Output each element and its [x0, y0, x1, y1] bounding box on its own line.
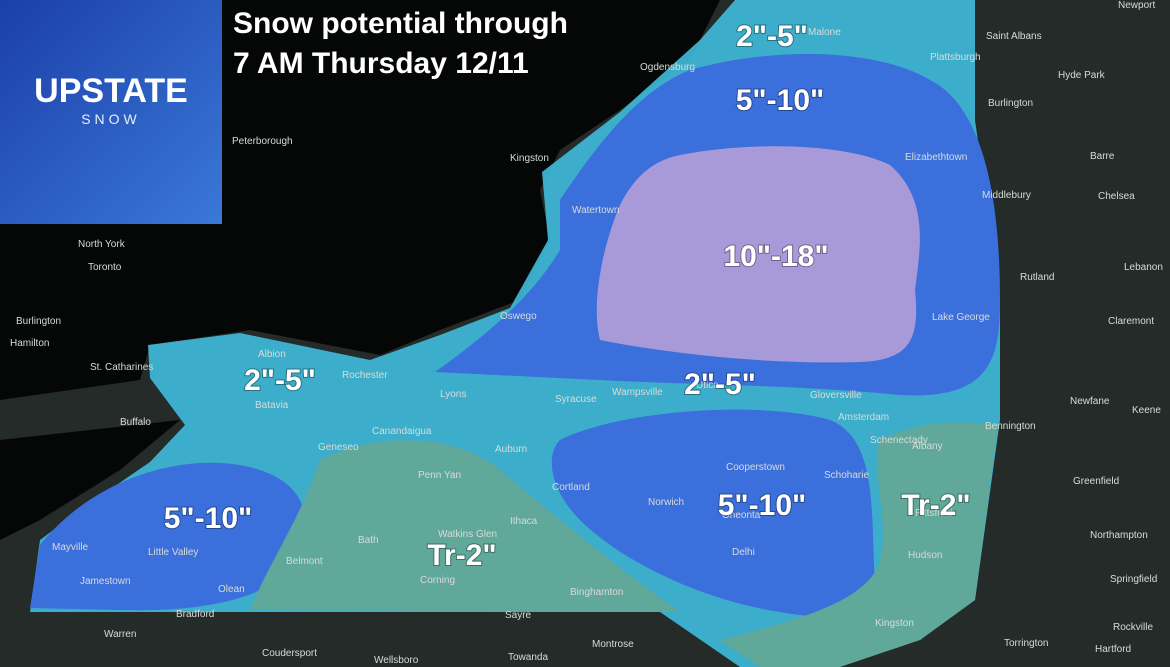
zone-southern-tier-tr-2	[250, 440, 680, 612]
place-label: Bennington	[985, 421, 1036, 432]
place-label: Cooperstown	[726, 462, 785, 473]
place-label: Penn Yan	[418, 470, 461, 481]
place-label: Corning	[420, 575, 455, 586]
place-label: Olean	[218, 584, 245, 595]
place-label: Lyons	[440, 389, 466, 400]
place-label: Belmont	[286, 556, 323, 567]
place-label: Barre	[1090, 151, 1115, 162]
place-label: Bradford	[176, 609, 214, 620]
zone-label: Tr-2"	[901, 489, 970, 522]
place-label: Lake George	[932, 312, 990, 323]
place-label: Towanda	[508, 652, 548, 663]
zone-east-5-10	[551, 409, 876, 617]
place-label: Newport	[1118, 0, 1155, 11]
place-label: Albion	[258, 349, 286, 360]
place-label: Auburn	[495, 444, 527, 455]
place-label: Malone	[808, 27, 841, 38]
place-label: Kingston	[875, 618, 914, 629]
place-label: Hudson	[908, 550, 942, 561]
zone-label: 2"-5"	[244, 364, 316, 397]
place-label: Ithaca	[510, 516, 538, 527]
place-label: Keene	[1132, 405, 1161, 416]
place-label: Bath	[358, 535, 379, 546]
place-label: North York	[78, 239, 126, 250]
zone-label: Tr-2"	[427, 539, 496, 572]
place-label: Oneonta	[722, 510, 761, 521]
place-label: Coudersport	[262, 648, 317, 659]
place-label: Delhi	[732, 547, 755, 558]
place-label: Greenfield	[1073, 476, 1119, 487]
place-label: Batavia	[255, 400, 289, 411]
place-label: Claremont	[1108, 316, 1154, 327]
place-label: Pittsfield	[915, 508, 953, 519]
place-label: Gloversville	[810, 390, 862, 401]
place-label: Oswego	[500, 311, 537, 322]
zone-label: 10"-18"	[723, 240, 828, 273]
logo: UPSTATE SNOW	[0, 0, 222, 224]
place-label: Warren	[104, 629, 136, 640]
place-label: Amsterdam	[838, 412, 889, 423]
logo-background	[0, 0, 222, 224]
place-label: Peterborough	[232, 136, 293, 147]
place-label: Buffalo	[120, 417, 151, 428]
place-label: Utica	[696, 380, 719, 391]
place-label: Chelsea	[1098, 191, 1135, 202]
place-label: Newfane	[1070, 396, 1110, 407]
place-label: Watkins Glen	[438, 529, 497, 540]
place-label: Canandaigua	[372, 426, 432, 437]
place-label: Norwich	[648, 497, 684, 508]
zone-label: 5"-10"	[164, 502, 253, 535]
place-label: Geneseo	[318, 442, 359, 453]
place-label: Montrose	[592, 639, 634, 650]
place-label: Lebanon	[1124, 262, 1163, 273]
zone-10-18	[596, 146, 920, 363]
place-label: Wellsboro	[374, 655, 419, 666]
place-label: Wampsville	[612, 387, 663, 398]
title-line: 7 AM Thursday 12/11	[233, 47, 529, 80]
place-label: Sayre	[505, 610, 532, 621]
logo-tagline: SNOW	[81, 111, 141, 127]
place-label: Kingston	[510, 153, 549, 164]
place-label: Rockville	[1113, 622, 1153, 633]
zone-label: 5"-10"	[736, 84, 825, 117]
place-label: St. Catharines	[90, 362, 153, 373]
title-line: Snow potential through	[233, 7, 568, 40]
place-label: Schenectady	[870, 435, 928, 446]
place-label: Northampton	[1090, 530, 1148, 541]
place-label: Springfield	[1110, 574, 1157, 585]
place-label: Rutland	[1020, 272, 1054, 283]
lake-erie	[0, 420, 180, 540]
place-label: Watertown	[572, 205, 619, 216]
place-label: Hamilton	[10, 338, 49, 349]
place-label: Middlebury	[982, 190, 1031, 201]
zone-label: 2"-5"	[736, 20, 808, 53]
place-label: Binghamton	[570, 587, 623, 598]
place-label: Toronto	[88, 262, 122, 273]
place-label: Rochester	[342, 370, 388, 381]
zone-label: 2"-5"	[684, 368, 756, 401]
zone-labels: 2"-5" 5"-10" 10"-18" 2"-5" 2"-5" 5"-10" 5"-10"…	[163, 19, 972, 573]
place-labels: Newport Saint Albans Malone Plattsburgh Hyde…	[10, 0, 1163, 666]
place-label: Albany	[912, 441, 943, 452]
place-label: Torrington	[1004, 638, 1048, 649]
place-label: Mayville	[52, 542, 89, 553]
place-label: Hyde Park	[1058, 70, 1106, 81]
zone-label: 5"-10"	[718, 489, 807, 522]
place-label: Elizabethtown	[905, 152, 967, 163]
logo-name: UPSTATE	[34, 72, 188, 110]
place-label: Saint Albans	[986, 31, 1042, 42]
place-label: Little Valley	[148, 547, 198, 558]
place-label: Schoharie	[824, 470, 869, 481]
place-label: Jamestown	[80, 576, 131, 587]
place-label: Plattsburgh	[930, 52, 981, 63]
zone-west-5-10	[30, 462, 306, 611]
place-label: Burlington	[988, 98, 1033, 109]
place-label: Cortland	[552, 482, 590, 493]
place-label: Ogdensburg	[640, 62, 695, 73]
place-label: Syracuse	[555, 394, 597, 405]
place-label: Hartford	[1095, 644, 1131, 655]
place-label: Burlington	[16, 316, 61, 327]
zone-hudson-tr-2	[720, 422, 998, 667]
